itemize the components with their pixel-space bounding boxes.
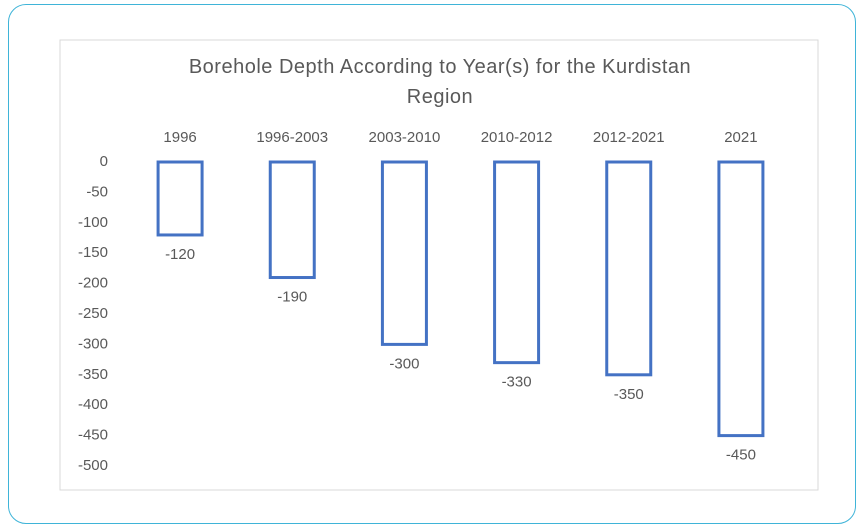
y-tick-label: -350 (78, 366, 108, 383)
y-tick-label: -100 (78, 214, 108, 231)
data-label: -300 (389, 355, 419, 372)
y-tick-label: -300 (78, 335, 108, 352)
y-tick-label: -50 (86, 183, 108, 200)
bar (717, 160, 765, 438)
x-tick-label: 2010-2012 (481, 129, 553, 146)
data-label: -190 (277, 288, 307, 305)
x-tick-label: 1996 (163, 129, 196, 146)
frame (8, 4, 856, 524)
x-tick-label: 2003-2010 (369, 129, 441, 146)
bar (493, 160, 541, 365)
data-label: -350 (614, 386, 644, 403)
y-tick-label: -200 (78, 275, 108, 292)
y-tick-label: -400 (78, 396, 108, 413)
y-tick-label: -500 (78, 457, 108, 474)
x-tick-label: 1996-2003 (256, 129, 328, 146)
data-label: -120 (165, 246, 195, 263)
chart-area (59, 39, 819, 491)
x-tick-label: 2021 (724, 129, 757, 146)
data-label: -450 (726, 447, 756, 464)
chart-title: Borehole Depth According to Year(s) for … (188, 56, 692, 108)
bar (605, 160, 653, 377)
y-tick-label: -150 (78, 244, 108, 261)
x-tick-label: 2012-2021 (593, 129, 665, 146)
bar (268, 160, 316, 280)
y-tick-label: 0 (100, 153, 108, 170)
bar (156, 160, 204, 237)
y-tick-label: -250 (78, 305, 108, 322)
bar (380, 160, 428, 346)
data-label: -330 (502, 374, 532, 391)
y-tick-label: -450 (78, 427, 108, 444)
